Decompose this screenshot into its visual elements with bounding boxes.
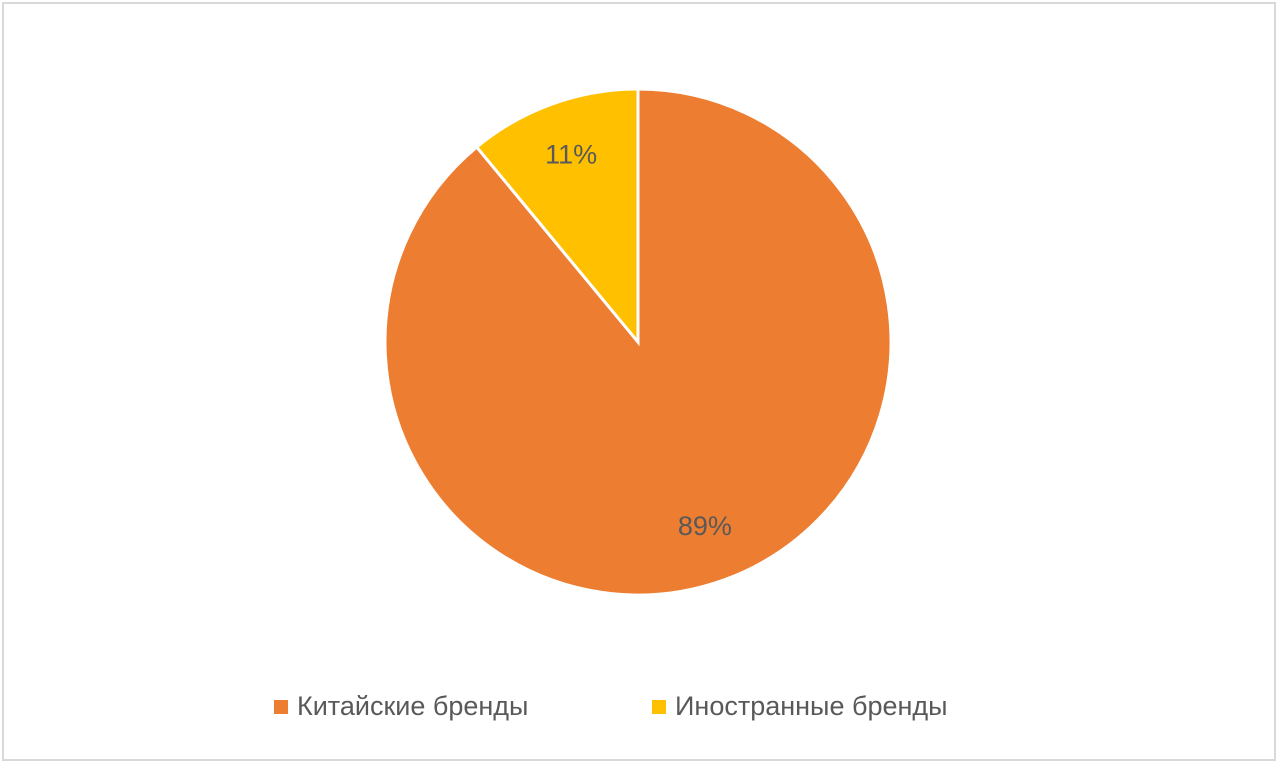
legend-swatch bbox=[274, 700, 288, 714]
legend-swatch bbox=[652, 700, 666, 714]
legend-label: Иностранные бренды bbox=[675, 691, 948, 721]
legend-label: Китайские бренды bbox=[297, 691, 528, 721]
data-label: 11% bbox=[545, 139, 597, 169]
pie-slice bbox=[474, 87, 640, 347]
data-label: 89% bbox=[678, 511, 732, 541]
